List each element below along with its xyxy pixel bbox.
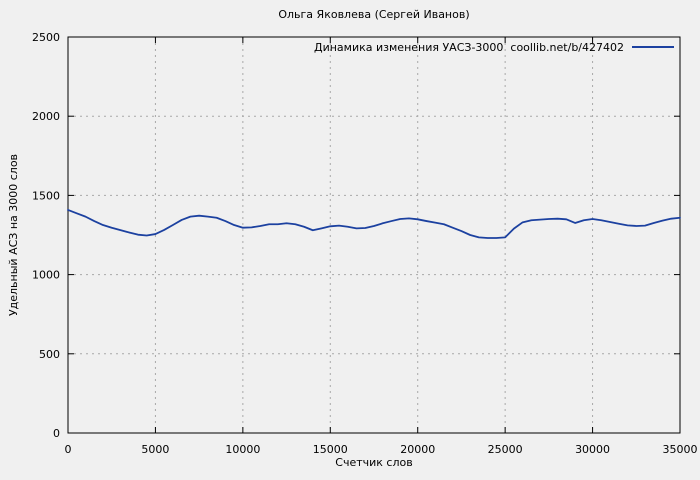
plot-border (67, 36, 681, 434)
x-tick-label: 30000 (575, 443, 610, 456)
legend-line-sample (632, 46, 674, 48)
x-tick-label: 25000 (488, 443, 523, 456)
x-tick-label: 5000 (141, 443, 169, 456)
y-tick-label: 500 (39, 348, 60, 361)
x-axis-label: Счетчик слов (335, 456, 413, 469)
y-tick-label: 0 (53, 427, 60, 440)
series-line (67, 209, 681, 239)
y-tick-label: 2500 (32, 31, 60, 44)
legend-label: Динамика изменения УАСЗ-3000 coollib.net… (314, 40, 624, 54)
y-tick-label: 1000 (32, 269, 60, 282)
chart-title: Ольга Яковлева (Сергей Иванов) (278, 8, 470, 21)
x-tick-label: 15000 (313, 443, 348, 456)
y-tick-label: 1500 (32, 189, 60, 202)
x-tick-label: 10000 (225, 443, 260, 456)
y-tick-label: 2000 (32, 110, 60, 123)
x-tick-label: 20000 (400, 443, 435, 456)
x-tick-label: 35000 (663, 443, 698, 456)
x-tick-label: 0 (65, 443, 72, 456)
y-axis-label: Удельный АСЗ на 3000 слов (7, 153, 20, 317)
legend: Динамика изменения УАСЗ-3000 coollib.net… (314, 40, 674, 54)
